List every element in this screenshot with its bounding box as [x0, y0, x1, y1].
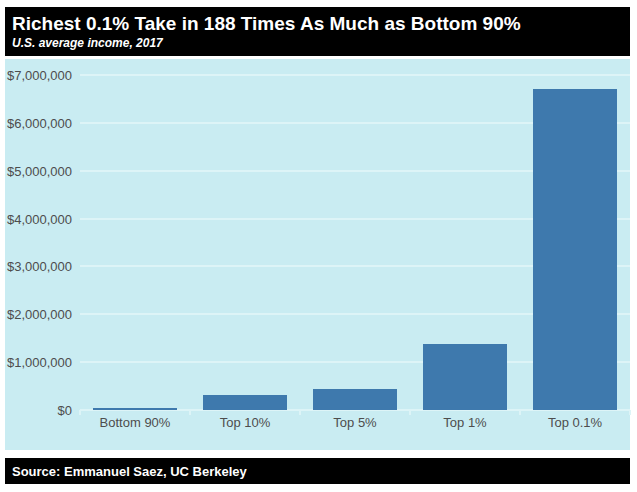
- x-axis-tick: [299, 410, 301, 415]
- x-axis-category-label: Top 1%: [443, 415, 486, 430]
- y-gridline: [80, 74, 630, 76]
- bar-top-0.1: [533, 89, 617, 410]
- chart-title: Richest 0.1% Take in 188 Times As Much a…: [12, 13, 622, 35]
- y-axis-tick-label: $0: [5, 403, 72, 418]
- source-bar: Source: Emmanuel Saez, UC Berkeley: [5, 458, 630, 484]
- x-axis-tick: [409, 410, 411, 415]
- y-axis-tick-label: $7,000,000: [5, 68, 72, 83]
- bar-bottom-90: [93, 408, 177, 410]
- source-text: Source: Emmanuel Saez, UC Berkeley: [12, 464, 247, 479]
- bar-top-10: [203, 395, 287, 410]
- x-axis-tick: [629, 410, 631, 415]
- y-axis-tick-label: $3,000,000: [5, 259, 72, 274]
- chart-subtitle: U.S. average income, 2017: [12, 36, 622, 51]
- y-axis-tick-label: $5,000,000: [5, 163, 72, 178]
- x-axis-category-label: Bottom 90%: [100, 415, 171, 430]
- y-axis-tick-label: $6,000,000: [5, 115, 72, 130]
- x-axis-tick: [189, 410, 191, 415]
- x-axis-tick: [79, 410, 81, 415]
- chart-page: Richest 0.1% Take in 188 Times As Much a…: [0, 0, 637, 492]
- bar-top-1: [423, 344, 507, 410]
- plot-area: $0 $1,000,000 $2,000,000 $3,000,000 $4,000,0…: [5, 59, 630, 450]
- x-axis-tick: [519, 410, 521, 415]
- bar-top-5: [313, 389, 397, 410]
- chart-header: Richest 0.1% Take in 188 Times As Much a…: [5, 7, 630, 56]
- x-axis-category-label: Top 0.1%: [548, 415, 602, 430]
- x-axis-category-label: Top 10%: [220, 415, 271, 430]
- y-axis-tick-label: $2,000,000: [5, 307, 72, 322]
- y-axis-tick-label: $4,000,000: [5, 211, 72, 226]
- x-axis-category-label: Top 5%: [333, 415, 376, 430]
- y-axis-tick-label: $1,000,000: [5, 355, 72, 370]
